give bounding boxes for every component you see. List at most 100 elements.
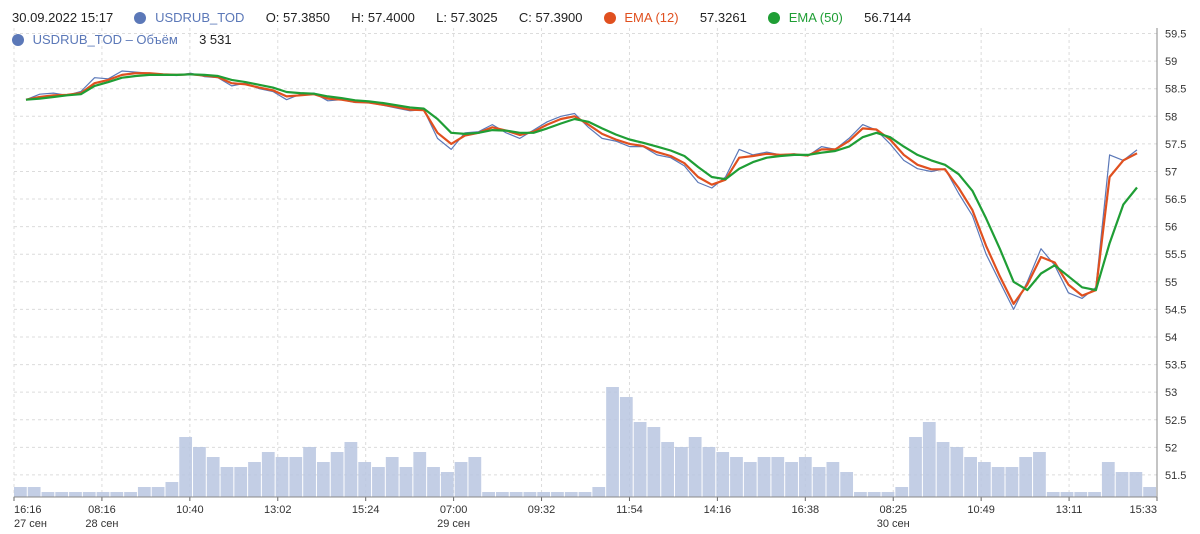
x-tick-label: 13:02 (264, 504, 292, 516)
y-tick-label: 56.5 (1165, 194, 1186, 206)
legend-open-value: 57.3850 (283, 10, 331, 26)
day-label: 30 сен (877, 518, 910, 530)
volume-bar (936, 442, 950, 497)
legend-ema50-label[interactable]: EMA (50) (788, 10, 843, 26)
volume-bar (316, 462, 330, 497)
x-tick-label: 10:40 (176, 504, 204, 516)
y-tick-label: 54.5 (1165, 304, 1186, 316)
volume-bar (1129, 472, 1143, 497)
volume-bar (1143, 487, 1156, 497)
volume-bar (82, 492, 96, 497)
volume-bar (220, 467, 234, 497)
volume-bar (1033, 452, 1046, 497)
volume-bar (1088, 492, 1101, 497)
volume-bar (27, 487, 41, 497)
volume-bar (592, 487, 606, 497)
volume-bar (303, 447, 316, 497)
legend-ema12-label[interactable]: EMA (12) (624, 10, 679, 26)
volume-bar (509, 492, 523, 497)
volume-bar (151, 487, 165, 497)
volume-bar (137, 487, 151, 497)
legend-high-label: H: (351, 10, 365, 26)
volume-bar (606, 387, 619, 497)
x-tick-label: 08:25 (879, 504, 907, 516)
volume-bar (771, 457, 785, 497)
volume-bar (909, 437, 922, 497)
volume-bar (991, 467, 1005, 497)
y-tick-label: 59.5 (1165, 29, 1186, 41)
volume-bar (647, 427, 661, 497)
volume-bar (867, 492, 881, 497)
legend-ema12-value: 57.3261 (699, 10, 747, 26)
y-tick-label: 57.5 (1165, 139, 1186, 151)
y-tick-label: 53.5 (1165, 360, 1186, 372)
x-tick-label: 07:00 (440, 504, 468, 516)
legend-volume: USDRUB_TOD – Объём 3 531 (12, 31, 232, 47)
volume-bar (1005, 467, 1019, 497)
legend-volume-label[interactable]: USDRUB_TOD – Объём (32, 32, 178, 48)
volume-bar (1074, 492, 1088, 497)
y-tick-label: 58.5 (1165, 84, 1186, 96)
legend-datetime: 30.09.2022 15:17 (12, 10, 114, 26)
y-tick-label: 53 (1165, 387, 1177, 399)
x-tick-label: 11:54 (616, 504, 643, 516)
volume-bar (41, 492, 55, 497)
volume-bar (757, 457, 771, 497)
legend-main: 30.09.2022 15:17 USDRUB_TOD O: 57.3850 H… (12, 9, 911, 25)
y-tick-label: 51.5 (1165, 470, 1186, 482)
volume-bar (261, 452, 275, 497)
volume-bar (165, 482, 179, 497)
ema12-dot-icon (603, 11, 616, 24)
volume-bar (193, 447, 206, 497)
volume-bar (495, 492, 509, 497)
y-tick-label: 59 (1165, 56, 1177, 68)
volume-bar (206, 457, 220, 497)
volume-bar (578, 492, 592, 497)
day-label: 28 сен (85, 518, 118, 530)
volume-bar (14, 487, 27, 497)
volume-bar (633, 422, 647, 497)
ema50-line (25, 73, 1138, 292)
volume-bar (881, 492, 895, 497)
y-tick-label: 52 (1165, 442, 1177, 454)
volume-bar (730, 457, 743, 497)
legend-open-label: O: (265, 10, 280, 26)
ema50-dot-icon (768, 11, 781, 24)
price-series-line (25, 70, 1138, 310)
volume-bar (922, 422, 936, 497)
legend-volume-value: 3 531 (199, 32, 232, 48)
volume-bar (69, 492, 82, 497)
volume-bar (716, 452, 730, 497)
x-tick-label: 16:38 (792, 504, 820, 516)
day-label: 27 сен (14, 518, 47, 530)
volume-bar (468, 457, 482, 497)
volume-bar (812, 467, 826, 497)
volume-bar (344, 442, 358, 497)
volume-bar (798, 457, 812, 497)
volume-bar (124, 492, 137, 497)
volume-bar (440, 472, 454, 497)
volume-bar (427, 467, 440, 497)
y-tick-label: 55.5 (1165, 249, 1186, 261)
x-tick-label: 09:32 (528, 504, 556, 516)
volume-bar (785, 462, 798, 497)
volume-bar (854, 492, 867, 497)
legend-close-label: C: (518, 10, 532, 26)
y-tick-label: 55 (1165, 277, 1177, 289)
legend-high-value: 57.4000 (367, 10, 415, 26)
x-tick-label: 15:24 (352, 504, 380, 516)
volume-bar (289, 457, 303, 497)
volume-bar (330, 452, 344, 497)
volume-bar (675, 447, 688, 497)
volume-bar (275, 457, 289, 497)
volume-bar (950, 447, 964, 497)
legend-symbol[interactable]: USDRUB_TOD (155, 10, 245, 26)
volume-bar (110, 492, 124, 497)
price-series-dot-icon (134, 11, 147, 24)
legend-ema50-value: 56.7144 (864, 10, 912, 26)
volume-bar (964, 457, 977, 497)
legend-low-label: L: (436, 10, 448, 26)
volume-bar (413, 452, 427, 497)
